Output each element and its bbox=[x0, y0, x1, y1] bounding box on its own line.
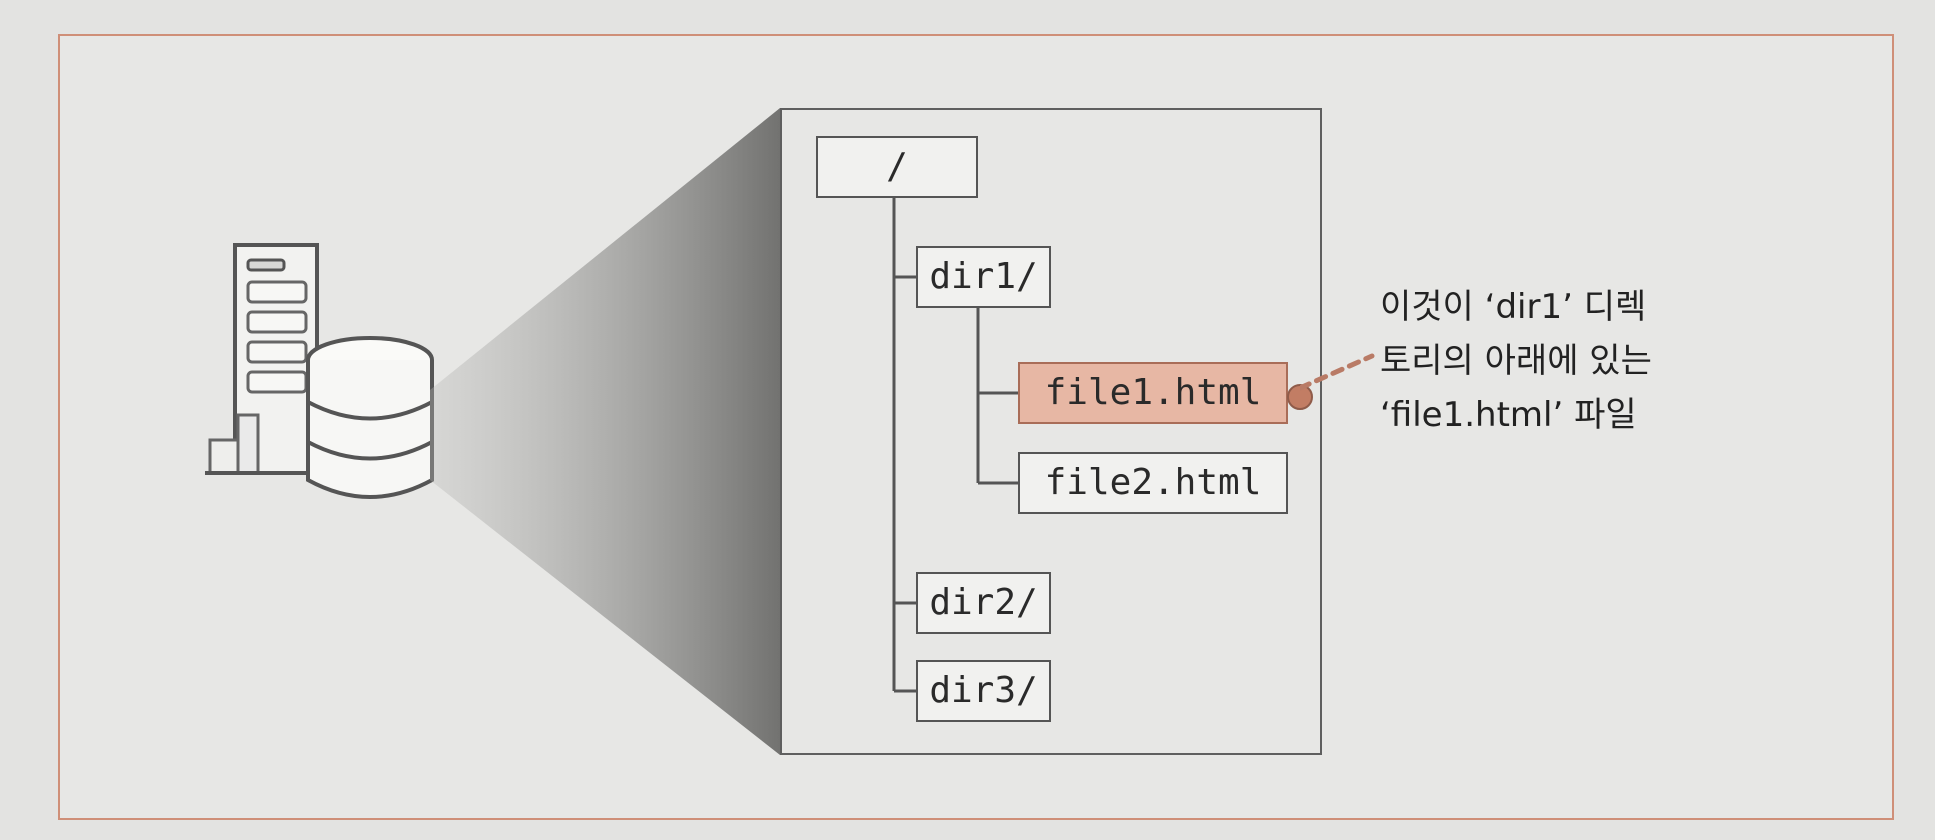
tree-node-dir1: dir1/ bbox=[916, 246, 1051, 308]
callout-line-1: 이것이 ‘dir1’ 디렉 bbox=[1380, 287, 1647, 327]
server-database-icon bbox=[190, 230, 440, 520]
tree-node-dir2: dir2/ bbox=[916, 572, 1051, 634]
tree-node-file2: file2.html bbox=[1018, 452, 1288, 514]
callout-text: 이것이 ‘dir1’ 디렉 토리의 아래에 있는 ‘file1.html’ 파일 bbox=[1380, 280, 1770, 442]
callout-line-2: 토리의 아래에 있는 bbox=[1380, 341, 1652, 381]
zoom-beam bbox=[430, 108, 780, 755]
file-tree-panel: / dir1/ file1.html file2.html dir2/ dir3… bbox=[780, 108, 1322, 755]
callout-dot bbox=[1287, 384, 1313, 410]
tree-node-root: / bbox=[816, 136, 978, 198]
tree-node-file1-highlight: file1.html bbox=[1018, 362, 1288, 424]
callout-leader-line bbox=[1300, 353, 1375, 391]
tree-node-dir3: dir3/ bbox=[916, 660, 1051, 722]
tree-connectors bbox=[892, 198, 1018, 693]
callout-line-3: ‘file1.html’ 파일 bbox=[1380, 395, 1637, 435]
